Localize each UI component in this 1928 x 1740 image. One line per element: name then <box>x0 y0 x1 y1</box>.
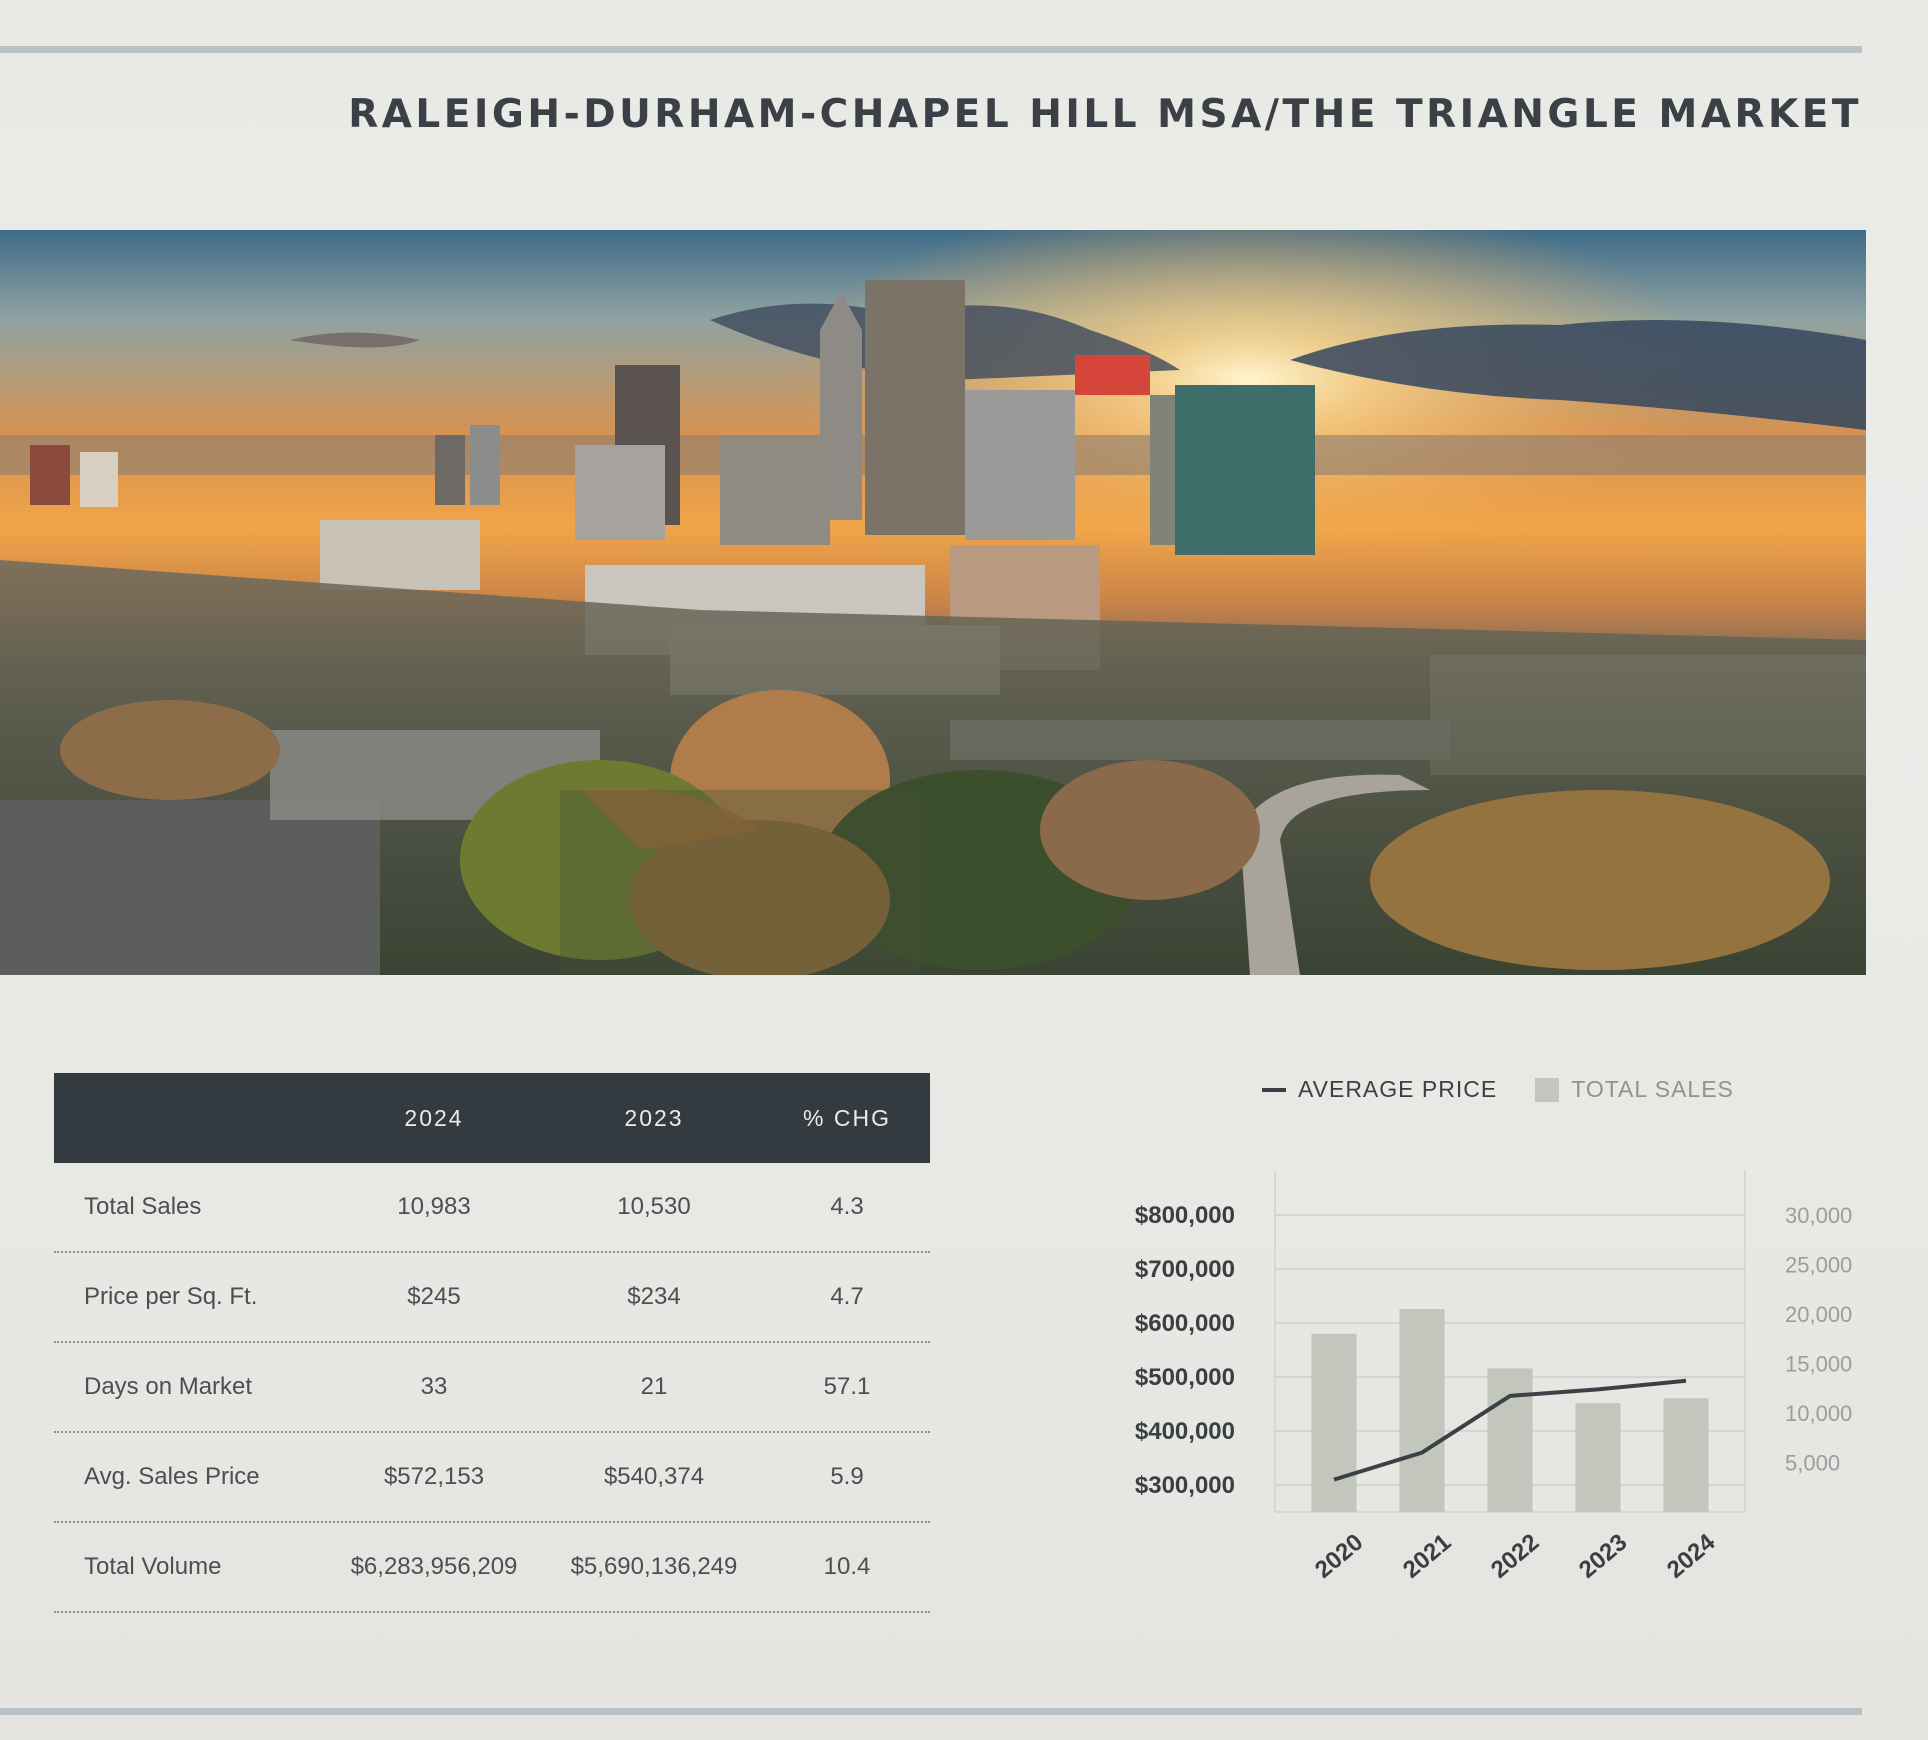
chart-legend: AVERAGE PRICE TOTAL SALES <box>1262 1076 1734 1103</box>
hero-photo <box>0 230 1866 975</box>
value-2024: 10,983 <box>397 1193 471 1220</box>
header-2024: 2024 <box>404 1104 464 1131</box>
top-rule <box>0 46 1862 53</box>
y-right-tick-label: 30,000 <box>1785 1203 1852 1228</box>
legend-bar-swatch <box>1535 1077 1560 1102</box>
y-left-tick-label: $700,000 <box>1135 1256 1235 1283</box>
x-tick-label: 2021 <box>1398 1529 1456 1584</box>
row-label: Avg. Sales Price <box>84 1463 260 1490</box>
legend-total-sales: TOTAL SALES <box>1571 1076 1734 1102</box>
page-title: RALEIGH-DURHAM-CHAPEL HILL MSA/THE TRIAN… <box>348 92 1862 137</box>
value-2024: $572,153 <box>383 1463 485 1490</box>
value-pct-chg: 4.7 <box>830 1283 864 1310</box>
header-pct-chg: % CHG <box>803 1104 891 1131</box>
table-header: 2024 2023 % CHG <box>54 1073 930 1163</box>
table-row: Total Volume $6,283,956,209 $5,690,136,2… <box>54 1523 930 1613</box>
y-left-tick-label: $300,000 <box>1135 1472 1235 1499</box>
value-pct-chg: 10.4 <box>823 1553 871 1580</box>
y-right-tick-label: 10,000 <box>1785 1401 1852 1426</box>
value-pct-chg: 4.3 <box>830 1193 864 1220</box>
y-right-tick-label: 15,000 <box>1785 1352 1852 1377</box>
legend-line-swatch <box>1262 1087 1286 1092</box>
sales-bar <box>1663 1398 1709 1512</box>
price-sales-chart: $300,000 $400,000 $500,000 $600,000 $700,000… <box>1135 1170 1852 1584</box>
value-2024: $245 <box>407 1283 461 1310</box>
value-2023: $540,374 <box>603 1463 705 1490</box>
value-2023: 10,530 <box>617 1193 691 1220</box>
x-tick-label: 2023 <box>1574 1529 1632 1584</box>
row-label: Days on Market <box>84 1373 253 1400</box>
y-left-tick-label: $500,000 <box>1135 1364 1235 1391</box>
market-stats-table: 2024 2023 % CHG Total Sales 10,983 10,53… <box>54 1073 930 1613</box>
y-left-tick-label: $400,000 <box>1135 1418 1235 1445</box>
bottom-rule <box>0 1708 1862 1715</box>
row-label: Price per Sq. Ft. <box>84 1283 258 1310</box>
sales-bar <box>1575 1403 1621 1512</box>
y-right-tick-label: 5,000 <box>1785 1451 1840 1476</box>
value-2023: 21 <box>640 1373 668 1400</box>
table-row: Days on Market 33 21 57.1 <box>54 1343 930 1433</box>
row-label: Total Volume <box>84 1553 222 1580</box>
value-2023: $234 <box>627 1283 681 1310</box>
y-right-tick-label: 25,000 <box>1785 1253 1852 1278</box>
row-label: Total Sales <box>84 1193 202 1220</box>
table-row: Avg. Sales Price $572,153 $540,374 5.9 <box>54 1433 930 1523</box>
value-2024: $6,283,956,209 <box>350 1553 518 1580</box>
legend-average-price: AVERAGE PRICE <box>1298 1076 1498 1102</box>
sales-bar <box>1487 1368 1533 1512</box>
value-2023: $5,690,136,249 <box>570 1553 738 1580</box>
average-price-line <box>1333 1378 1687 1482</box>
x-tick-label: 2020 <box>1310 1529 1368 1584</box>
y-left-tick-label: $600,000 <box>1135 1310 1235 1337</box>
y-right-tick-label: 20,000 <box>1785 1302 1852 1327</box>
value-2024: 33 <box>420 1373 448 1400</box>
value-pct-chg: 5.9 <box>830 1463 864 1490</box>
table-row: Total Sales 10,983 10,530 4.3 <box>54 1163 930 1253</box>
value-pct-chg: 57.1 <box>823 1373 871 1400</box>
sales-bar <box>1311 1333 1357 1512</box>
header-2023: 2023 <box>624 1104 684 1131</box>
sales-bar <box>1399 1309 1445 1512</box>
x-tick-label: 2024 <box>1662 1528 1721 1583</box>
table-row: Price per Sq. Ft. $245 $234 4.7 <box>54 1253 930 1343</box>
y-left-tick-label: $800,000 <box>1135 1202 1235 1229</box>
x-tick-label: 2022 <box>1486 1529 1544 1584</box>
